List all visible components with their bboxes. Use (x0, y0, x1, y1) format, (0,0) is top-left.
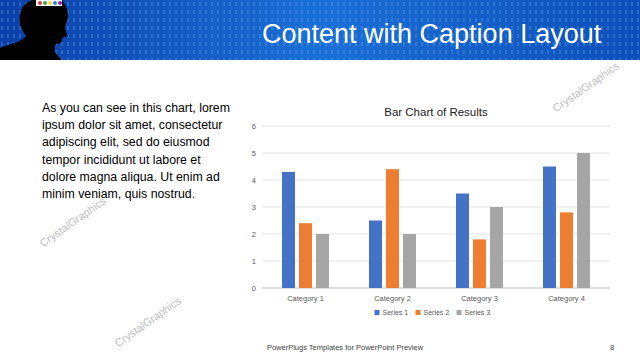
slide-title: Content with Caption Layout (262, 19, 602, 49)
x-tick-label: Category 2 (374, 294, 411, 303)
watermark: CrystalGraphics (37, 194, 108, 249)
grid-line (262, 261, 610, 262)
y-tick-label: 6 (252, 122, 256, 131)
bar (577, 153, 590, 288)
bar (560, 212, 573, 288)
y-tick-label: 3 (252, 203, 256, 212)
grid-line (262, 288, 610, 289)
legend-label: Series 3 (465, 309, 491, 316)
silhouette-shape (0, 0, 68, 60)
bar (456, 194, 469, 289)
legend-swatch (457, 310, 462, 315)
bar (369, 221, 382, 289)
caption-line: adipiscing elit, sed do eiusmod (42, 135, 210, 149)
bar (490, 207, 503, 288)
x-tick-label: Category 1 (287, 294, 324, 303)
bar (386, 169, 399, 288)
grid-line (262, 153, 610, 154)
caption-line: dolore magna aliqua. Ut enim ad (42, 170, 220, 184)
chart-title: Bar Chart of Results (384, 106, 488, 118)
bar (282, 172, 295, 288)
caption-line: minim veniam, quis nostrud. (42, 187, 195, 201)
page: {"slide": {"title": "Content with Captio… (0, 0, 640, 360)
bar (316, 234, 329, 288)
silhouette-icon (58, 1, 62, 5)
silhouette-open-top (36, 0, 62, 6)
legend-label: Series 1 (383, 309, 409, 316)
y-tick-label: 2 (252, 230, 256, 239)
header-texture (0, 0, 640, 60)
grid-line (262, 126, 610, 127)
y-tick-label: 5 (252, 149, 256, 158)
silhouette-icon (38, 1, 42, 5)
bar (543, 167, 556, 289)
footer: PowerPlugs Templates for PowerPoint Prev… (267, 343, 424, 352)
legend: Series 1 Series 2 Series 3 (375, 309, 491, 316)
y-tick-label: 4 (252, 176, 256, 185)
chart: Bar Chart of Results 0 1 2 3 4 5 6 Category 1 Cat… (252, 106, 610, 316)
page-number: 8 (610, 343, 614, 352)
watermark: CrystalGraphics (550, 59, 621, 114)
caption-line: As you can see in this chart, lorem (42, 101, 230, 115)
head-silhouette (0, 0, 68, 60)
silhouette-icon (43, 1, 47, 5)
grid-line (262, 207, 610, 208)
legend-swatch (416, 310, 421, 315)
slide: Content with Caption Layout As you can se… (0, 0, 640, 360)
bar (299, 223, 312, 288)
watermark: CrystalGraphics (112, 294, 183, 349)
bars (282, 153, 590, 288)
caption-line: ipsum dolor sit amet, consectetur (42, 118, 222, 132)
grid-line (262, 180, 610, 181)
grid-line (262, 234, 610, 235)
legend-swatch (375, 310, 380, 315)
silhouette-icon (48, 1, 52, 5)
silhouette-icon (53, 1, 57, 5)
caption-line: tempor incididunt ut labore et (42, 153, 201, 167)
bar (473, 239, 486, 288)
header-banner (0, 0, 640, 60)
legend-label: Series 2 (424, 309, 450, 316)
x-tick-label: Category 4 (548, 294, 585, 303)
x-tick-label: Category 3 (461, 294, 498, 303)
y-tick-label: 0 (252, 284, 256, 293)
bar (403, 234, 416, 288)
y-tick-label: 1 (252, 257, 256, 266)
